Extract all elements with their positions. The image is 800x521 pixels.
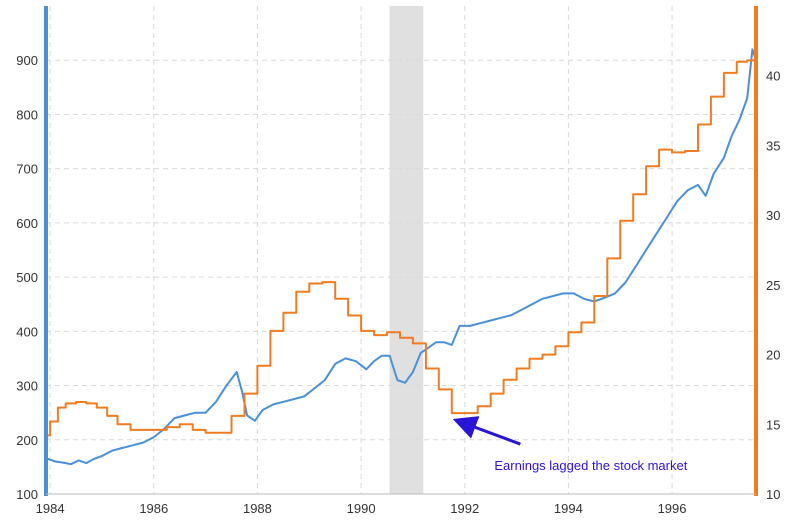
y-left-tick-label: 500 — [16, 270, 38, 285]
y-right-tick-label: 10 — [766, 487, 780, 502]
y-left-tick-label: 100 — [16, 487, 38, 502]
grid-layer — [46, 6, 756, 494]
y-right-tick-label: 15 — [766, 417, 780, 432]
earnings-series-line — [47, 59, 756, 437]
annotation-text: Earnings lagged the stock market — [494, 458, 687, 473]
annotation-layer: Earnings lagged the stock market — [452, 416, 688, 473]
axis-layer — [44, 6, 758, 496]
y-right-tick-label: 25 — [766, 278, 780, 293]
x-tick-label: 1990 — [347, 501, 376, 516]
x-tick-label: 1996 — [658, 501, 687, 516]
annotation-arrow — [452, 416, 521, 446]
y-left-tick-label: 700 — [16, 162, 38, 177]
x-tick-label: 1988 — [243, 501, 272, 516]
y-left-tick-label: 200 — [16, 433, 38, 448]
tick-label-layer: 1984 1986 1988 1990 1992 1994 1996 100 200 300 400… — [16, 53, 780, 516]
x-tick-label: 1986 — [139, 501, 168, 516]
y-right-tick-label: 35 — [766, 138, 780, 153]
y-left-tick-label: 600 — [16, 216, 38, 231]
y-left-tick-label: 400 — [16, 324, 38, 339]
y-right-tick-label: 20 — [766, 348, 780, 363]
x-tick-label: 1994 — [554, 501, 583, 516]
y-right-tick-label: 30 — [766, 208, 780, 223]
x-tick-label: 1992 — [450, 501, 479, 516]
y-left-tick-label: 800 — [16, 107, 38, 122]
series-layer — [47, 48, 757, 466]
y-left-tick-label: 900 — [16, 53, 38, 68]
x-tick-label: 1984 — [36, 501, 65, 516]
y-left-tick-label: 300 — [16, 379, 38, 394]
recession-band-layer — [389, 6, 424, 494]
y-right-tick-label: 40 — [766, 69, 780, 84]
recession-band — [389, 6, 424, 494]
